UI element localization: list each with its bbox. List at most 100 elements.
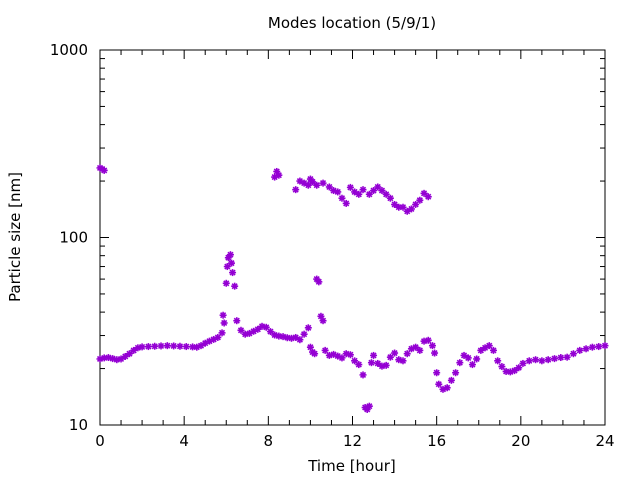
data-point (220, 319, 228, 327)
data-point (229, 269, 237, 277)
data-point (228, 259, 236, 267)
data-point (355, 190, 363, 198)
data-point (231, 282, 239, 290)
data-point (370, 351, 378, 359)
data-point (557, 354, 565, 362)
x-tick-label: 4 (179, 432, 189, 450)
chart-title: Modes location (5/9/1) (268, 14, 436, 32)
data-point (262, 323, 270, 331)
data-point (346, 351, 354, 359)
data-point (424, 336, 432, 344)
data-point (431, 349, 439, 357)
data-point (403, 350, 411, 358)
data-point (435, 380, 443, 388)
data-point (407, 205, 415, 213)
data-point (151, 342, 159, 350)
y-axis-label: Particle size [nm] (6, 172, 24, 302)
y-tick-label: 100 (59, 229, 88, 247)
data-point (489, 346, 497, 354)
axis-ticks (99, 49, 606, 426)
data-point (100, 166, 108, 174)
x-tick-label: 20 (511, 432, 530, 450)
data-point (346, 183, 354, 191)
data-point (163, 342, 171, 350)
data-point (551, 355, 558, 363)
data-point (473, 355, 481, 363)
data-point (338, 354, 346, 362)
data-point (498, 363, 506, 371)
plot-area-frame (99, 49, 606, 426)
data-point (138, 343, 146, 351)
data-point (296, 336, 304, 344)
y-tick-label: 1000 (50, 41, 88, 59)
data-point (359, 371, 367, 379)
data-point (595, 343, 603, 351)
data-point (433, 369, 441, 377)
data-point (144, 343, 152, 351)
data-point (468, 361, 476, 369)
y-tick-labels: 10 100 1000 (50, 41, 88, 434)
data-point (170, 342, 178, 350)
data-point (563, 353, 571, 361)
data-point (485, 342, 493, 350)
data-point (538, 357, 546, 365)
data-point (176, 342, 184, 350)
data-point (519, 359, 527, 367)
data-point (311, 350, 319, 358)
x-tick-label: 0 (95, 432, 105, 450)
data-point (391, 349, 399, 357)
data-point (315, 278, 323, 286)
data-point (416, 196, 424, 204)
data-point (182, 343, 190, 351)
data-point (321, 346, 329, 354)
data-point (532, 356, 540, 364)
data-point (403, 207, 411, 215)
data-point (338, 194, 346, 202)
data-point (569, 350, 577, 358)
data-point (544, 356, 552, 364)
data-point (588, 343, 596, 351)
data-point (443, 384, 451, 392)
data-point (412, 200, 420, 208)
data-point (365, 402, 373, 410)
data-point (355, 361, 363, 369)
data-point (399, 357, 407, 365)
x-tick-label: 24 (595, 432, 614, 450)
x-tick-label: 8 (264, 432, 274, 450)
data-point (359, 186, 367, 194)
data-point (386, 194, 394, 202)
data-point (374, 359, 382, 367)
x-axis-label: Time [hour] (307, 457, 396, 475)
data-point (219, 311, 227, 319)
data-point (304, 324, 312, 332)
data-point (275, 171, 283, 179)
data-point (157, 342, 165, 350)
data-point (382, 361, 390, 369)
data-point (325, 183, 333, 191)
data-point (464, 354, 472, 362)
data-point (576, 346, 584, 354)
x-tick-labels: 0 4 8 12 16 20 24 (95, 432, 614, 450)
data-point (351, 357, 359, 365)
data-point (218, 329, 226, 337)
data-point (416, 346, 424, 354)
data-point (292, 186, 300, 194)
data-point (205, 337, 213, 345)
data-point (424, 193, 432, 201)
data-point (319, 317, 327, 325)
data-point (117, 355, 125, 363)
data-point (525, 357, 533, 365)
data-points (96, 164, 609, 413)
data-point (601, 342, 609, 350)
data-point (304, 181, 312, 189)
data-point (214, 333, 222, 341)
data-point (494, 357, 502, 365)
data-point (382, 190, 390, 198)
data-point (226, 251, 234, 259)
x-tick-label: 12 (343, 432, 362, 450)
data-point (300, 330, 308, 338)
data-point (428, 342, 436, 350)
data-point (515, 364, 523, 372)
data-point (447, 376, 455, 384)
